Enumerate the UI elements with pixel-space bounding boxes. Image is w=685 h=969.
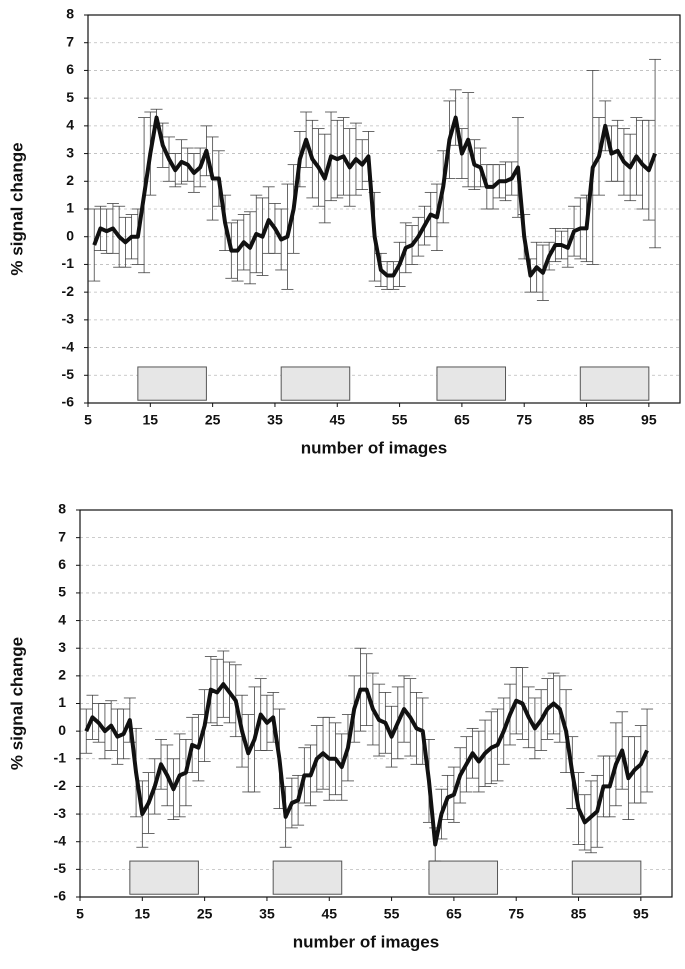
y-tick-label: 8 xyxy=(58,501,66,517)
stimulus-block xyxy=(436,366,507,401)
stimulus-block xyxy=(137,366,207,401)
y-tick-label: -6 xyxy=(54,888,67,904)
x-tick-label: 15 xyxy=(135,906,151,922)
x-axis-title: number of images xyxy=(293,932,439,951)
y-tick-label: 2 xyxy=(58,667,66,683)
plot-frame xyxy=(87,14,681,404)
x-tick-label: 75 xyxy=(516,412,532,428)
signal-line xyxy=(92,115,657,278)
stimulus-block xyxy=(272,860,343,895)
error-bar xyxy=(80,708,93,754)
x-tick-label: 45 xyxy=(329,412,345,428)
y-tick-label: 1 xyxy=(66,200,74,216)
x-tick-label: 95 xyxy=(633,906,649,922)
x-tick-label: 75 xyxy=(508,906,524,922)
y-tick-label: 6 xyxy=(66,61,74,77)
x-tick-label: 85 xyxy=(579,412,595,428)
stimulus-block xyxy=(579,366,650,401)
x-tick-label: 65 xyxy=(454,412,470,428)
y-tick-label: 4 xyxy=(66,117,74,133)
y-tick-label: -4 xyxy=(54,832,67,848)
y-tick-label: 0 xyxy=(58,722,66,738)
x-tick-label: 55 xyxy=(392,412,408,428)
y-tick-label: -4 xyxy=(62,338,75,354)
y-tick-label: 4 xyxy=(58,611,66,627)
y-tick-label: 5 xyxy=(66,89,74,105)
x-tick-label: 35 xyxy=(267,412,283,428)
y-tick-label: 3 xyxy=(66,144,74,160)
x-tick-label: 25 xyxy=(197,906,213,922)
stimulus-block xyxy=(571,860,642,895)
signal-line xyxy=(84,682,649,847)
x-tick-label: 35 xyxy=(259,906,275,922)
y-tick-label: -1 xyxy=(62,255,75,271)
x-tick-label: 15 xyxy=(143,412,159,428)
stimulus-block xyxy=(428,860,499,895)
y-axis-title: % signal change xyxy=(7,637,26,770)
y-tick-label: 8 xyxy=(66,6,74,22)
y-tick-label: 3 xyxy=(58,639,66,655)
y-tick-label: -1 xyxy=(54,749,67,765)
x-tick-label: 95 xyxy=(641,412,657,428)
y-tick-label: 1 xyxy=(58,694,66,710)
y-tick-label: 0 xyxy=(66,227,74,243)
y-tick-label: 5 xyxy=(58,584,66,600)
plot-frame xyxy=(79,509,673,898)
y-tick-label: -6 xyxy=(62,394,75,410)
x-tick-label: 85 xyxy=(571,906,587,922)
stimulus-block xyxy=(280,366,351,401)
y-tick-label: 6 xyxy=(58,556,66,572)
y-axis-title: % signal change xyxy=(7,142,26,275)
y-tick-label: -2 xyxy=(54,777,67,793)
stimulus-block xyxy=(129,860,199,895)
y-tick-label: 7 xyxy=(66,33,74,49)
y-tick-label: -3 xyxy=(54,805,67,821)
y-tick-label: 2 xyxy=(66,172,74,188)
y-tick-label: 7 xyxy=(58,528,66,544)
x-tick-label: 45 xyxy=(321,906,337,922)
y-tick-label: -2 xyxy=(62,283,75,299)
y-tick-label: -5 xyxy=(54,860,67,876)
x-tick-label: 5 xyxy=(84,412,92,428)
x-axis-title: number of images xyxy=(301,438,447,457)
y-tick-label: -5 xyxy=(62,366,75,382)
x-tick-label: 25 xyxy=(205,412,221,428)
y-tick-label: -3 xyxy=(62,311,75,327)
x-tick-label: 65 xyxy=(446,906,462,922)
x-tick-label: 5 xyxy=(76,906,84,922)
x-tick-label: 55 xyxy=(384,906,400,922)
